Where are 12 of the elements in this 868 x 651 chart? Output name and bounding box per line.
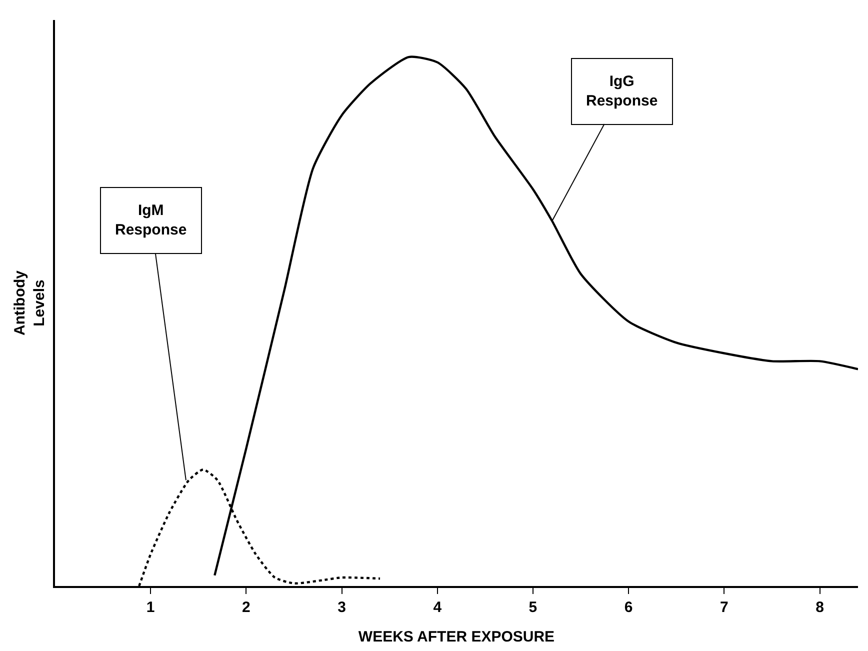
x-tick-label: 3 — [338, 598, 346, 616]
x-axis-title: WEEKS AFTER EXPOSURE — [358, 628, 555, 646]
x-tick-label: 5 — [528, 598, 538, 616]
x-tick-label: 2 — [242, 598, 250, 616]
annotation: IgM Response — [115, 202, 187, 238]
x-tick-label: 4 — [433, 598, 442, 616]
annotation: IgG Response — [586, 73, 658, 110]
x-tick-label: 6 — [624, 598, 633, 616]
y-axis-title: Antibody Levels — [12, 270, 48, 336]
x-tick-label: 7 — [720, 598, 728, 616]
x-tick-label: 8 — [816, 598, 824, 616]
x-tick-label: 1 — [146, 598, 155, 616]
